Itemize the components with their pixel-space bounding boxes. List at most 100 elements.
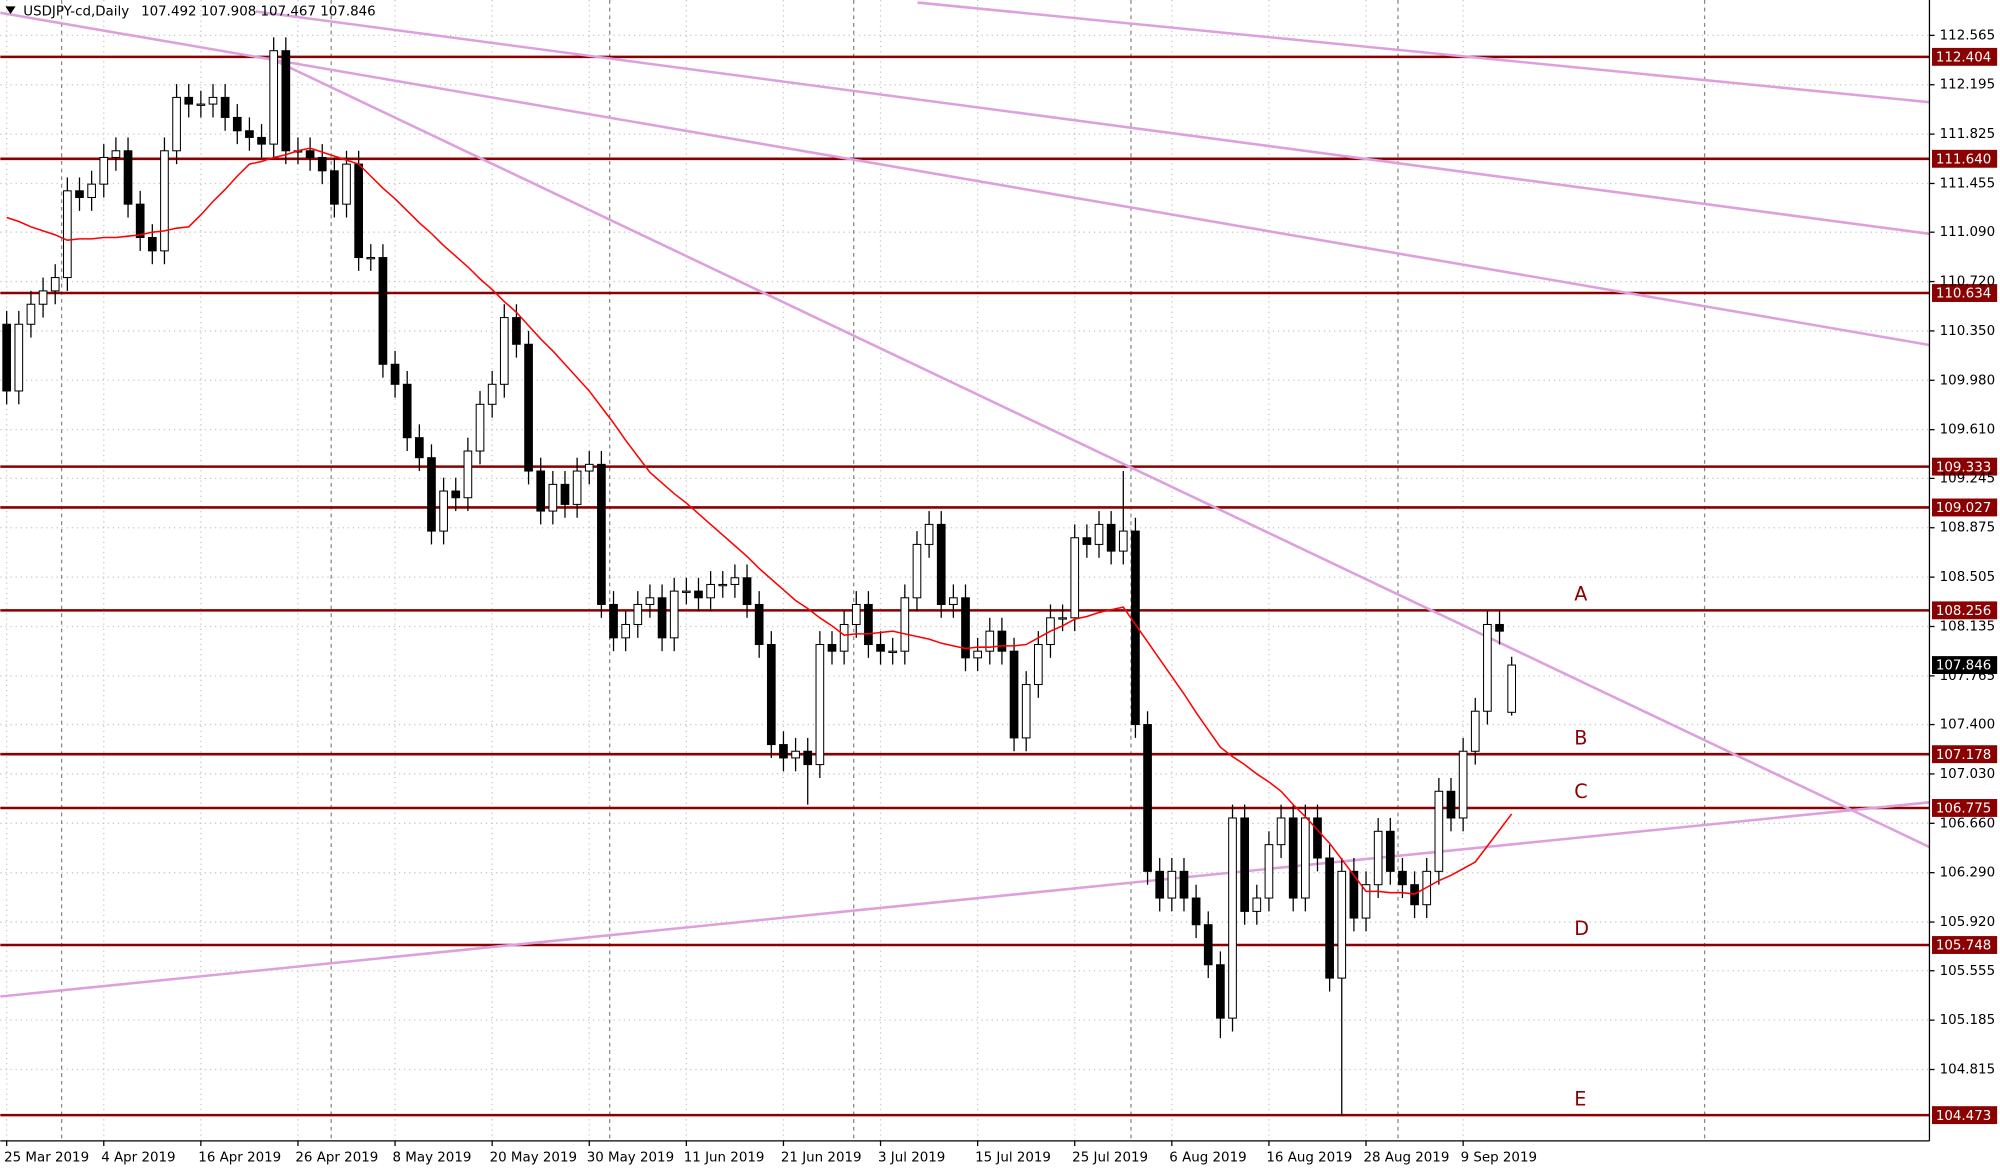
- candle-body: [584, 463, 594, 472]
- candle-body: [924, 523, 934, 545]
- candle-body: [997, 630, 1007, 652]
- x-tick-label: 15 Jul 2019: [975, 1151, 1051, 1166]
- candle-body: [317, 156, 327, 172]
- levels: 112.404 111.640 110.634 109.333 109.027 108.2…: [0, 47, 1998, 1125]
- candle-body: [1495, 623, 1504, 632]
- menu-arrow[interactable]: [5, 6, 16, 15]
- candle-body: [1507, 664, 1517, 713]
- candle-body: [487, 383, 497, 405]
- level-tag: C: [1574, 780, 1587, 803]
- y-tick-label: 108.505: [1940, 570, 1995, 585]
- x-tick-label: 25 Mar 2019: [4, 1151, 89, 1166]
- candle-body: [949, 597, 958, 605]
- candle-body: [1264, 844, 1274, 899]
- candle-body: [1252, 897, 1262, 912]
- y-tick-label: 109.245: [1940, 471, 1995, 486]
- candle-body: [1094, 523, 1104, 545]
- candle-body: [354, 163, 363, 259]
- candle-body: [99, 156, 109, 185]
- moving-average: [6, 147, 1513, 895]
- candles: [2, 37, 1517, 1116]
- y-tick-label: 106.290: [1940, 866, 1995, 881]
- candle-body: [560, 483, 570, 505]
- month-separators: [60, 0, 1706, 1141]
- candle-body: [1240, 817, 1250, 912]
- candle-body: [1470, 710, 1480, 752]
- candle-body: [2, 323, 12, 392]
- candle-body: [172, 96, 181, 152]
- x-tick-label: 9 Sep 2019: [1461, 1151, 1537, 1166]
- candle-body: [1021, 684, 1031, 739]
- candle-body: [14, 323, 24, 392]
- grid: [0, 0, 1930, 1141]
- candle-body: [524, 343, 533, 472]
- candle-body: [160, 150, 169, 252]
- last-open: 107.492: [141, 4, 196, 19]
- candle-body: [633, 603, 643, 625]
- candle-body: [779, 744, 788, 759]
- y-tick-label: 105.555: [1940, 964, 1995, 979]
- level-box: [1932, 1106, 1998, 1125]
- candle-body: [1203, 924, 1213, 966]
- level-label: 104.473: [1936, 1109, 1991, 1124]
- candle-body: [439, 490, 448, 532]
- trend-line: [0, 11, 1930, 347]
- candle-body: [281, 50, 291, 152]
- x-tick-label: 30 May 2019: [587, 1151, 674, 1166]
- level-box: [1932, 498, 1998, 517]
- candle-body: [548, 483, 558, 512]
- trend-line: [255, 10, 1930, 236]
- level-box: [1932, 936, 1998, 954]
- x-tick-label: 16 Apr 2019: [198, 1151, 281, 1166]
- candle-body: [936, 523, 946, 605]
- candle-body: [123, 150, 133, 205]
- y-tick-label: 112.195: [1940, 78, 1995, 93]
- candle-body: [815, 643, 825, 766]
- last-high: 107.908: [201, 4, 256, 19]
- candle-body: [1446, 790, 1456, 819]
- candle-body: [111, 150, 121, 158]
- candle-body: [609, 603, 618, 639]
- candle-body: [864, 603, 873, 646]
- candle-body: [961, 597, 970, 659]
- candle-body: [463, 450, 473, 499]
- level-label: 112.404: [1936, 50, 1991, 65]
- candle-body: [682, 590, 691, 593]
- candle-body: [621, 623, 631, 639]
- candle-body: [1216, 964, 1225, 1019]
- candle-body: [147, 237, 157, 252]
- candle-body: [706, 583, 715, 599]
- level-box: [1932, 284, 1998, 302]
- candle-body: [754, 603, 764, 646]
- y-tick-label: 107.765: [1940, 669, 1995, 684]
- trend-line: [917, 1, 1930, 104]
- x-tick-label: 16 Aug 2019: [1266, 1151, 1352, 1166]
- candle-body: [196, 103, 206, 106]
- candle-body: [1483, 623, 1492, 712]
- y-tick-label: 108.135: [1940, 619, 1995, 634]
- level-box: [1932, 745, 1998, 764]
- candle-body: [475, 403, 485, 452]
- candle-body: [1434, 790, 1444, 872]
- candle-body: [87, 183, 96, 198]
- y-tick-label: 108.875: [1940, 521, 1995, 536]
- candle-body: [427, 457, 436, 532]
- candle-body: [730, 577, 740, 585]
- candle-body: [1313, 817, 1322, 859]
- price-box: [1932, 656, 1998, 674]
- level-box: [1932, 601, 1998, 620]
- candle-body: [135, 203, 145, 239]
- candle-body: [208, 96, 218, 105]
- level-label: 107.178: [1936, 748, 1991, 763]
- level-box: [1932, 47, 1998, 66]
- candle-body: [1191, 897, 1201, 926]
- level-label: 110.634: [1936, 287, 1991, 302]
- candle-body: [1228, 817, 1237, 1019]
- trend-lines: [0, 1, 1930, 998]
- candle-body: [1349, 870, 1359, 919]
- y-tick-label: 105.920: [1940, 915, 1995, 930]
- candle-body: [245, 130, 254, 138]
- candle-body: [694, 590, 703, 599]
- candle-body: [766, 643, 776, 746]
